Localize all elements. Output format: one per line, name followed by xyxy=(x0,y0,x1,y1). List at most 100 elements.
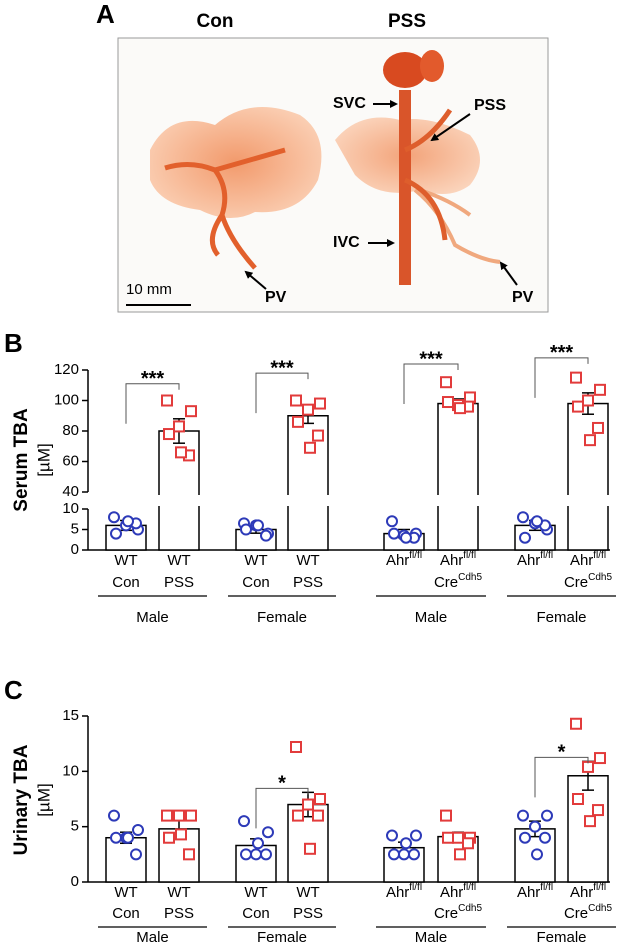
superscript: fl/fl xyxy=(540,882,553,893)
arrow xyxy=(430,113,471,142)
data-point xyxy=(519,531,531,544)
x-tick-label: WT xyxy=(244,552,267,569)
superscript: fl/fl xyxy=(593,882,606,893)
data-point xyxy=(400,837,412,850)
data-point xyxy=(173,420,185,433)
annotation: IVC xyxy=(333,234,360,251)
superscript: fl/fl xyxy=(409,882,422,893)
x-tick-label: Ahrfl/fl xyxy=(570,550,606,569)
data-point xyxy=(388,848,400,861)
x-tick-label: CreCdh5 xyxy=(434,903,483,922)
panel-label: B xyxy=(4,328,23,358)
label-text: WT xyxy=(244,884,267,901)
significance-bracket xyxy=(534,756,589,798)
data-point xyxy=(400,531,412,544)
label-text: WT xyxy=(167,552,190,569)
data-point xyxy=(531,848,543,861)
x-tick-label: WT xyxy=(296,884,319,901)
group-label: Male xyxy=(136,929,169,945)
label-text: PSS xyxy=(293,905,323,922)
data-point xyxy=(388,527,400,540)
annotation: PV xyxy=(512,289,534,306)
data-point xyxy=(302,403,314,416)
x-tick-label: PSS xyxy=(164,905,194,922)
data-point xyxy=(260,848,272,861)
significance-bracket xyxy=(255,787,309,829)
x-tick-label: Con xyxy=(112,905,140,922)
data-point xyxy=(238,815,250,828)
data-point xyxy=(161,394,173,407)
data-point xyxy=(312,429,324,442)
significance-label: * xyxy=(278,773,286,795)
bar xyxy=(567,775,609,883)
y-tick-label: 5 xyxy=(71,818,79,835)
significance-label: * xyxy=(558,742,566,764)
x-tick-label: WT xyxy=(167,884,190,901)
data-point xyxy=(570,371,582,384)
label-text: Con xyxy=(112,905,140,922)
label-text: Ahr xyxy=(570,884,593,901)
arrow xyxy=(499,261,518,286)
significance-bracket xyxy=(403,363,459,404)
label-text: WT xyxy=(244,552,267,569)
annotation: PV xyxy=(265,289,287,306)
y-tick-label: 10 xyxy=(62,762,79,779)
data-point xyxy=(594,752,606,765)
superscript: fl/fl xyxy=(593,550,606,561)
data-point xyxy=(161,809,173,822)
x-tick-label: Con xyxy=(112,574,140,591)
y-tick-label: 15 xyxy=(62,707,79,724)
x-tick-label: Con xyxy=(242,905,270,922)
superscript: Cdh5 xyxy=(458,572,482,583)
label-text: PSS xyxy=(164,574,194,591)
data-point xyxy=(572,400,584,413)
panel-label: A xyxy=(96,0,115,29)
group-label: Female xyxy=(257,929,307,945)
y-tick-label: 0 xyxy=(71,541,79,558)
data-point xyxy=(173,809,185,822)
significance-bracket xyxy=(125,383,180,424)
y-tick-label: 120 xyxy=(54,361,79,378)
y-tick-label: 10 xyxy=(62,500,79,517)
data-point xyxy=(110,527,122,540)
data-point xyxy=(529,820,541,833)
group-label: Female xyxy=(536,929,586,945)
label-text: Cre xyxy=(564,574,588,591)
bar xyxy=(567,402,609,551)
y-tick-label: 60 xyxy=(62,452,79,469)
label-text: WT xyxy=(296,884,319,901)
data-point xyxy=(442,396,454,409)
y-axis-label: Urinary TBA xyxy=(11,744,32,855)
data-point xyxy=(398,848,410,861)
data-point xyxy=(454,402,466,415)
label-text: Cre xyxy=(434,905,458,922)
data-point xyxy=(314,793,326,805)
superscript: fl/fl xyxy=(463,882,476,893)
data-point xyxy=(584,434,596,447)
x-tick-label: PSS xyxy=(164,574,194,591)
data-point xyxy=(290,394,302,407)
data-point xyxy=(582,760,594,773)
superscript: Cdh5 xyxy=(588,572,612,583)
label-text: WT xyxy=(167,884,190,901)
significance-label: *** xyxy=(141,368,165,390)
y-tick-label: 80 xyxy=(62,422,79,439)
label-text: Ahr xyxy=(440,552,463,569)
data-point xyxy=(252,837,264,850)
significance-label: *** xyxy=(270,357,294,379)
column-label: Con xyxy=(197,11,234,32)
y-tick-label: 40 xyxy=(62,483,79,500)
data-point xyxy=(260,529,272,542)
data-point xyxy=(183,848,195,861)
significance-bracket xyxy=(534,357,589,398)
data-point xyxy=(570,717,582,730)
column-label: PSS xyxy=(388,11,426,32)
label-text: WT xyxy=(114,884,137,901)
data-point xyxy=(175,828,187,841)
bar xyxy=(105,836,147,883)
data-point xyxy=(304,842,316,855)
scale-label: 10 mm xyxy=(126,281,172,298)
data-point xyxy=(240,848,252,861)
group-label: Female xyxy=(257,609,307,626)
superscript: fl/fl xyxy=(409,550,422,561)
